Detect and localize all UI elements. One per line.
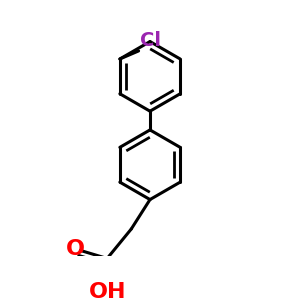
- Text: OH: OH: [89, 282, 126, 300]
- Text: O: O: [65, 238, 85, 259]
- Text: Cl: Cl: [140, 31, 161, 50]
